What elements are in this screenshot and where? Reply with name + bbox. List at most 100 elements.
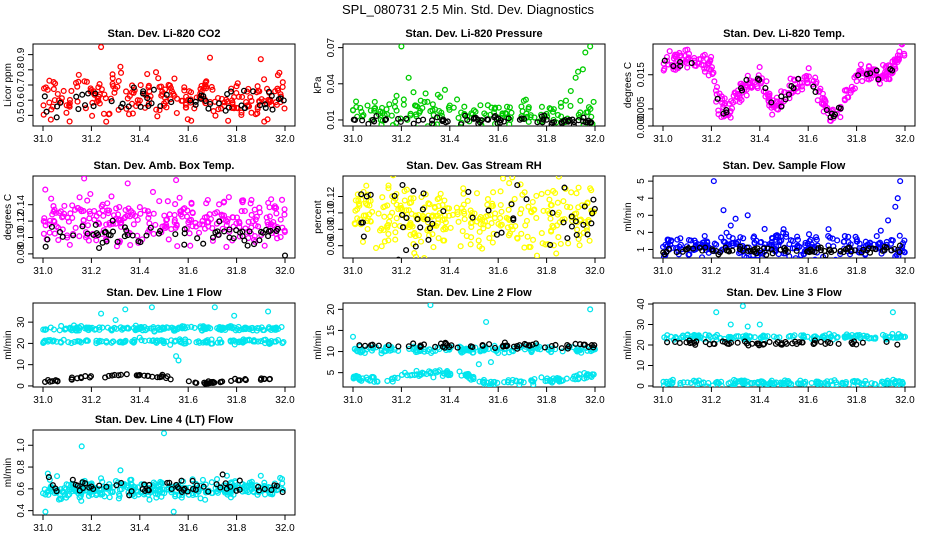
data-point — [170, 325, 177, 332]
data-point — [60, 87, 67, 95]
data-point — [488, 104, 495, 111]
data-point — [432, 368, 439, 375]
data-point — [174, 243, 181, 250]
data-point — [386, 101, 393, 108]
y-tick-label: 30 — [16, 316, 27, 328]
data-point — [253, 213, 260, 220]
data-point — [564, 345, 571, 352]
data-point — [184, 207, 191, 214]
x-tick-label: 31.6 — [488, 134, 508, 145]
data-point — [493, 348, 500, 355]
data-point — [225, 104, 232, 111]
data-point — [518, 230, 525, 237]
data-point — [238, 208, 245, 215]
data-point — [65, 339, 72, 346]
data-point — [521, 244, 528, 251]
data-point — [715, 380, 723, 387]
y-axis-label: ml/min — [3, 458, 14, 487]
data-point — [504, 224, 511, 231]
panel-title: Stan. Dev. Li-820 Temp. — [723, 28, 845, 40]
data-point — [744, 323, 751, 330]
data-point — [697, 334, 704, 341]
data-point — [819, 333, 826, 340]
data-point — [480, 376, 487, 383]
panel-8: Stan. Dev. Line 2 Flow ml/min 31.0 31.2 31.4… — [313, 287, 606, 406]
data-point — [719, 99, 726, 107]
y-tick-label: 0 — [636, 383, 647, 389]
data-point — [436, 195, 443, 202]
data-point — [401, 197, 408, 204]
data-point — [403, 115, 410, 122]
data-point — [114, 238, 121, 245]
data-point — [572, 74, 579, 81]
data-point — [878, 382, 885, 387]
data-point — [890, 334, 897, 341]
data-point — [128, 484, 135, 491]
data-point — [866, 249, 874, 256]
data-point — [525, 203, 532, 210]
data-point — [361, 349, 368, 357]
data-point — [538, 374, 545, 381]
data-point — [692, 239, 699, 246]
data-point — [40, 111, 47, 118]
data-point — [839, 380, 846, 387]
data-point — [759, 333, 766, 340]
data-point — [79, 479, 86, 486]
data-point — [229, 101, 236, 108]
data-point — [579, 66, 586, 73]
data-point — [168, 485, 175, 493]
data-point — [150, 86, 157, 93]
data-point — [247, 200, 254, 207]
data-point — [736, 95, 743, 102]
data-point — [664, 242, 671, 249]
data-point — [86, 208, 93, 215]
data-point — [200, 93, 207, 100]
data-point — [217, 484, 224, 491]
data-point — [236, 486, 243, 493]
data-point — [84, 197, 91, 204]
data-point — [783, 230, 790, 238]
x-tick-label: 32.0 — [585, 266, 605, 277]
data-point — [98, 44, 105, 51]
data-point — [410, 187, 417, 194]
y-tick-label: 20 — [636, 339, 647, 351]
data-point — [52, 80, 59, 87]
data-point — [121, 224, 128, 231]
data-point — [797, 377, 804, 384]
data-point — [553, 250, 560, 257]
panel-9: Stan. Dev. Line 3 Flow ml/min 31.0 31.2 31.4… — [623, 287, 916, 406]
data-point — [109, 220, 116, 227]
data-point — [85, 90, 92, 97]
data-point — [271, 482, 278, 489]
data-point — [737, 85, 745, 92]
data-point — [410, 89, 417, 96]
y-tick-label: 0.6 — [16, 93, 27, 107]
data-point — [887, 66, 894, 73]
data-point — [801, 334, 808, 341]
data-point — [460, 208, 467, 215]
data-point — [715, 107, 722, 114]
data-point — [476, 228, 483, 235]
data-point — [392, 98, 399, 105]
data-point — [84, 230, 91, 237]
data-point — [711, 78, 718, 85]
data-point — [129, 110, 136, 117]
data-point — [415, 117, 422, 124]
data-point — [783, 340, 790, 347]
x-tick-label: 31.6 — [798, 266, 818, 277]
data-point — [560, 219, 567, 226]
data-point — [356, 347, 364, 354]
data-point — [173, 222, 180, 229]
data-point — [789, 340, 796, 347]
data-point — [78, 374, 85, 382]
data-point — [799, 339, 806, 346]
panel-title: Stan. Dev. Amb. Box Temp. — [94, 160, 235, 172]
data-point — [458, 121, 465, 126]
data-point — [587, 185, 594, 192]
data-point — [238, 111, 245, 119]
data-point — [829, 235, 836, 242]
data-point — [426, 346, 433, 353]
plot-frame — [32, 175, 296, 259]
data-point — [774, 339, 781, 346]
plot-frame — [342, 175, 606, 259]
